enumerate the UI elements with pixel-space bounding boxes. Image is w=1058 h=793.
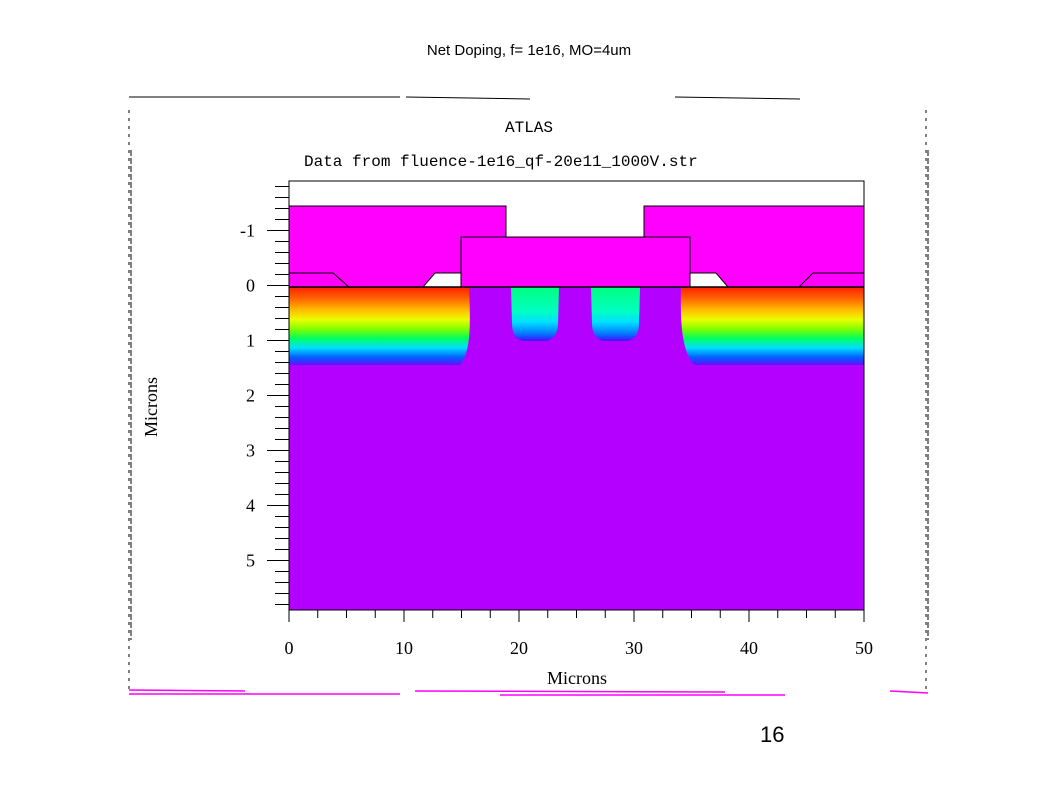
oxide-layer-center [460, 236, 691, 288]
y-tick-label: 5 [246, 551, 255, 571]
slide-title: Net Doping, f= 1e16, MO=4um [426, 42, 632, 59]
left-implant-region [289, 287, 470, 365]
x-tick-label: 40 [740, 638, 758, 658]
x-axis-ticks: 0 10 20 30 40 50 [285, 610, 873, 658]
plot-program-label: ATLAS [505, 119, 553, 137]
y-tick-label: 3 [246, 441, 255, 461]
y-tick-label: 1 [246, 331, 255, 351]
scan-artifact-lines [128, 96, 929, 690]
plot-subtitle: Data from fluence-1e16_qf-20e11_1000V.st… [304, 153, 698, 171]
right-implant-region [680, 287, 864, 365]
x-tick-label: 20 [510, 638, 528, 658]
x-tick-label: 30 [625, 638, 643, 658]
x-tick-label: 50 [855, 638, 873, 658]
y-tick-label: 0 [246, 276, 255, 296]
x-tick-label: 10 [395, 638, 413, 658]
oxide-step-left [289, 272, 350, 288]
scan-artifact-lines-bottom [128, 689, 929, 696]
page-number: 16 [760, 722, 785, 747]
y-tick-label: -1 [240, 221, 255, 241]
y-tick-label: 2 [246, 386, 255, 406]
y-axis-ticks: -1 0 1 2 3 4 5 [240, 186, 289, 605]
x-tick-label: 0 [285, 638, 294, 658]
oxide-step-right [798, 272, 864, 288]
y-axis-label: Microns [141, 377, 161, 437]
pstop-implant-left [511, 287, 559, 341]
y-tick-label: 4 [246, 496, 255, 516]
pstop-implant-right [591, 287, 640, 341]
x-axis-label: Microns [547, 668, 607, 688]
